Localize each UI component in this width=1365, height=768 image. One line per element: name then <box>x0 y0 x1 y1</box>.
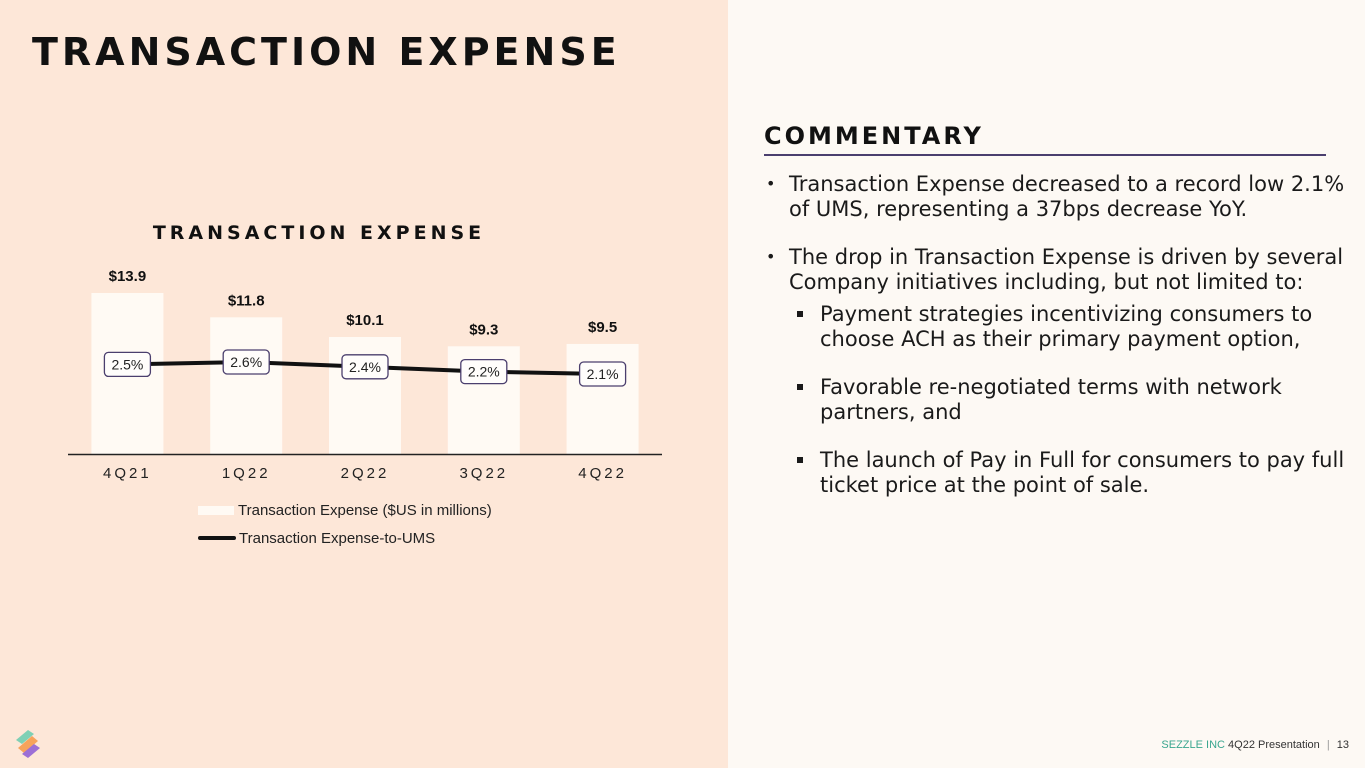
square-bullet-icon <box>797 311 803 317</box>
footer: SEZZLE INC 4Q22 Presentation | 13 <box>1161 739 1349 751</box>
commentary-title: COMMENTARY <box>764 122 984 150</box>
commentary-subbullet-text: Payment strategies incentivizing consume… <box>820 302 1313 351</box>
footer-brand: SEZZLE INC <box>1161 739 1225 751</box>
bar-data-label: $11.8 <box>228 292 265 309</box>
footer-page-number: 13 <box>1336 739 1349 751</box>
commentary-divider <box>764 154 1326 156</box>
line-data-label-box <box>578 361 627 387</box>
commentary-list: • Transaction Expense decreased to a rec… <box>766 172 1346 521</box>
bar <box>210 317 283 454</box>
bar <box>566 343 639 454</box>
bar-data-label: $13.9 <box>109 268 147 285</box>
footer-separator: | <box>1326 739 1330 751</box>
x-tick-label: 1Q22 <box>222 465 271 482</box>
commentary-bullet: • Transaction Expense decreased to a rec… <box>766 172 1346 221</box>
legend-item-bar: Transaction Expense ($US in millions) <box>198 496 492 524</box>
legend-line-label: Transaction Expense-to-UMS <box>239 529 436 547</box>
footer-presentation: 4Q22 Presentation <box>1228 739 1320 751</box>
commentary-subbullet-text: Favorable re-negotiated terms with netwo… <box>820 375 1282 424</box>
commentary-subbullet: Favorable re-negotiated terms with netwo… <box>766 375 1346 424</box>
line-data-label: 2.5% <box>111 356 143 372</box>
legend-item-line: Transaction Expense-to-UMS <box>198 524 492 552</box>
legend-bar-swatch <box>198 505 234 515</box>
commentary-subbullet: Payment strategies incentivizing consume… <box>766 302 1346 351</box>
bar-data-label: $9.5 <box>588 319 617 336</box>
bar-data-label: $9.3 <box>469 321 498 338</box>
line-data-label: 2.2% <box>468 364 500 380</box>
bar-data-label: $10.1 <box>346 312 384 329</box>
sezzle-logo-icon <box>16 730 40 758</box>
right-panel <box>728 0 1365 768</box>
line-data-label-box <box>222 349 270 375</box>
legend-line-swatch <box>198 536 236 540</box>
page-title: TRANSACTION EXPENSE <box>32 30 621 74</box>
commentary-bullet-text: Transaction Expense decreased to a recor… <box>789 172 1345 221</box>
line-data-label-box <box>341 354 389 380</box>
x-tick-label: 3Q22 <box>459 465 508 482</box>
line-data-label: 2.1% <box>587 366 619 382</box>
x-tick-label: 4Q21 <box>103 465 152 482</box>
square-bullet-icon <box>797 457 803 463</box>
line-data-label: 2.4% <box>349 359 381 375</box>
transaction-expense-chart: $13.9 4Q21 $11.8 1Q22 $10.1 2Q22 $9.3 3Q22 $9.5 4… <box>68 268 662 482</box>
x-tick-label: 4Q22 <box>578 465 627 482</box>
line-data-label: 2.6% <box>230 354 262 370</box>
line-data-label-box <box>103 351 152 378</box>
commentary-subbullet: The launch of Pay in Full for consumers … <box>766 448 1346 497</box>
chart-legend: Transaction Expense ($US in millions) Tr… <box>198 496 492 552</box>
commentary-bullet-text: The drop in Transaction Expense is drive… <box>789 245 1344 294</box>
commentary-bullet: • The drop in Transaction Expense is dri… <box>766 245 1346 294</box>
chart-title: TRANSACTION EXPENSE <box>152 222 486 244</box>
x-tick-label: 2Q22 <box>341 465 390 482</box>
bullet-dot-icon: • <box>766 174 776 193</box>
line-data-label-box <box>460 358 508 385</box>
commentary-subbullet-text: The launch of Pay in Full for consumers … <box>820 448 1345 497</box>
bullet-dot-icon: • <box>766 247 776 266</box>
square-bullet-icon <box>797 384 803 390</box>
legend-bar-label: Transaction Expense ($US in millions) <box>238 501 492 519</box>
